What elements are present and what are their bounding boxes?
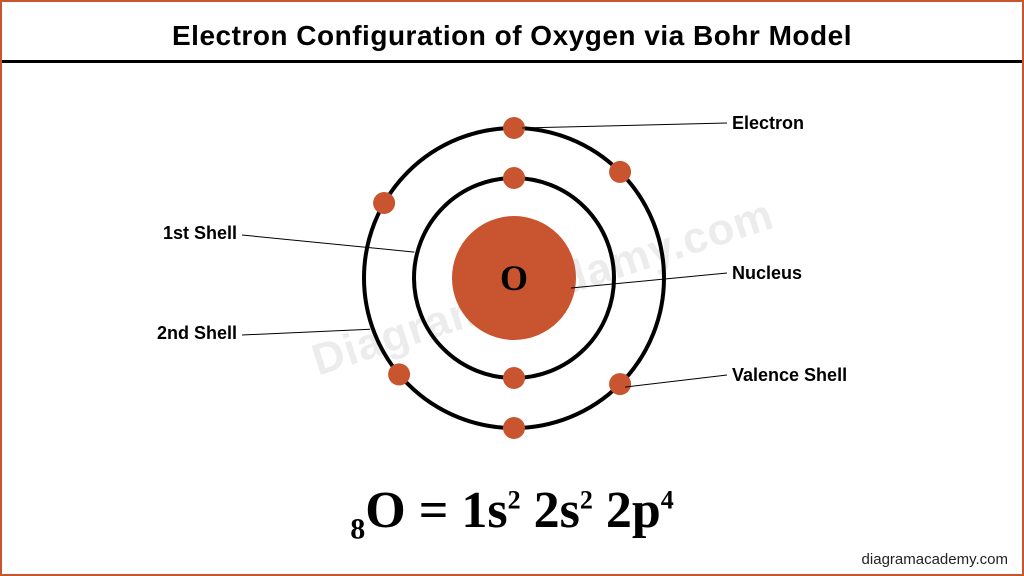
label-electron: Electron [732,113,804,134]
svg-text:O: O [500,258,528,298]
atom-svg: O [2,63,1024,493]
bohr-diagram: Diagramacadamy.com O Electron Nucleus Va… [2,63,1022,493]
label-nucleus: Nucleus [732,263,802,284]
footer-credit: diagramacademy.com [862,551,1008,568]
page-title: Electron Configuration of Oxygen via Boh… [2,2,1022,63]
label-second-shell: 2nd Shell [117,323,237,344]
electron-config-formula: 8O = 1s2 2s2 2p4 [2,481,1022,546]
label-first-shell: 1st Shell [117,223,237,244]
label-valence-shell: Valence Shell [732,365,847,386]
